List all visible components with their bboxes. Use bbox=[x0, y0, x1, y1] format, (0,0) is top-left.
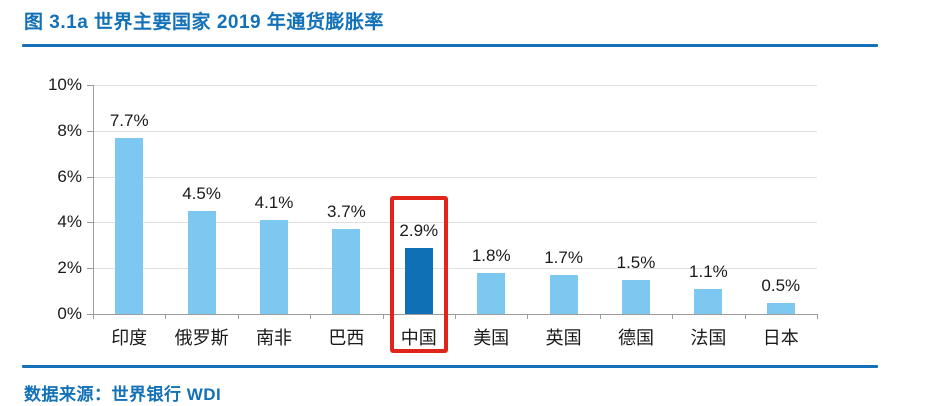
x-axis-category-label: 印度 bbox=[111, 328, 148, 348]
x-axis-tick-mark bbox=[599, 314, 601, 319]
x-axis-category-label: 法国 bbox=[690, 328, 727, 348]
bar-value-label: 2.9% bbox=[399, 220, 439, 240]
x-axis-tick-mark bbox=[672, 314, 674, 319]
figure-title: 图 3.1a 世界主要国家 2019 年通货膨胀率 bbox=[24, 12, 384, 33]
y-gridline bbox=[93, 130, 817, 132]
bar bbox=[549, 275, 578, 314]
bar-value-label: 1.7% bbox=[544, 248, 583, 268]
bar bbox=[187, 210, 216, 314]
y-axis-tick-label: 10% bbox=[47, 75, 82, 94]
y-axis-tick-mark bbox=[87, 222, 93, 224]
bar-value-label: 7.7% bbox=[109, 110, 149, 130]
x-axis-category-label: 巴西 bbox=[328, 328, 365, 348]
data-source-text: 世界银行 WDI bbox=[111, 385, 222, 404]
bar-value-label: 4.1% bbox=[254, 193, 294, 213]
y-axis-tick-mark bbox=[87, 176, 93, 178]
bar-value-label: 3.7% bbox=[327, 202, 366, 222]
y-axis-tick-mark bbox=[87, 85, 93, 86]
x-axis-category-label: 日本 bbox=[762, 328, 799, 348]
bar-highlighted bbox=[404, 247, 433, 314]
bar-value-label: 4.5% bbox=[182, 183, 221, 203]
x-axis-tick-mark bbox=[817, 314, 818, 319]
x-axis-tick-mark bbox=[527, 314, 529, 319]
y-gridline bbox=[93, 268, 817, 270]
bar bbox=[477, 272, 506, 314]
x-axis-category-label: 德国 bbox=[618, 328, 654, 348]
x-axis-category-label: 美国 bbox=[473, 328, 510, 348]
y-gridline bbox=[93, 222, 817, 224]
highlight-box-china bbox=[389, 195, 448, 353]
x-axis-tick-mark bbox=[310, 314, 312, 319]
bar-value-label: 1.5% bbox=[616, 252, 656, 272]
x-axis-tick-mark bbox=[455, 314, 456, 319]
bar bbox=[260, 220, 288, 314]
bar bbox=[622, 279, 650, 314]
y-axis-tick-label: 4% bbox=[57, 212, 82, 232]
x-axis-category-label: 英国 bbox=[545, 328, 582, 348]
x-axis-tick-mark bbox=[744, 314, 746, 319]
bar-value-label: 1.1% bbox=[689, 261, 728, 281]
x-axis-category-label: 中国 bbox=[400, 328, 437, 348]
bar-value-label: 1.8% bbox=[471, 245, 511, 265]
x-axis-line bbox=[87, 314, 818, 315]
x-axis-category-label: 南非 bbox=[256, 328, 292, 348]
y-gridline bbox=[93, 176, 817, 178]
x-axis-tick-mark bbox=[165, 314, 167, 319]
y-axis-line bbox=[93, 85, 94, 315]
bar bbox=[332, 229, 361, 314]
y-gridline bbox=[93, 85, 817, 86]
x-axis-tick-mark bbox=[237, 314, 239, 319]
y-axis-tick-label: 2% bbox=[57, 258, 82, 278]
bar bbox=[766, 302, 795, 314]
x-axis-tick-mark bbox=[93, 314, 94, 319]
y-axis-tick-mark bbox=[87, 268, 93, 270]
bottom-divider-rule bbox=[22, 365, 878, 368]
x-axis-category-label: 俄罗斯 bbox=[174, 328, 229, 348]
y-axis-tick-label: 0% bbox=[57, 304, 82, 323]
data-source-line: 数据来源：世界银行 WDI bbox=[24, 380, 221, 405]
bar bbox=[694, 288, 723, 314]
data-source-prefix: 数据来源： bbox=[24, 385, 112, 404]
y-axis-tick-label: 8% bbox=[57, 120, 82, 140]
bar-value-label: 0.5% bbox=[761, 275, 801, 295]
bar bbox=[115, 137, 144, 314]
y-axis-tick-mark bbox=[87, 130, 93, 132]
y-axis-tick-label: 6% bbox=[57, 166, 82, 186]
x-axis-tick-mark bbox=[382, 314, 384, 319]
top-divider-rule bbox=[22, 44, 878, 47]
